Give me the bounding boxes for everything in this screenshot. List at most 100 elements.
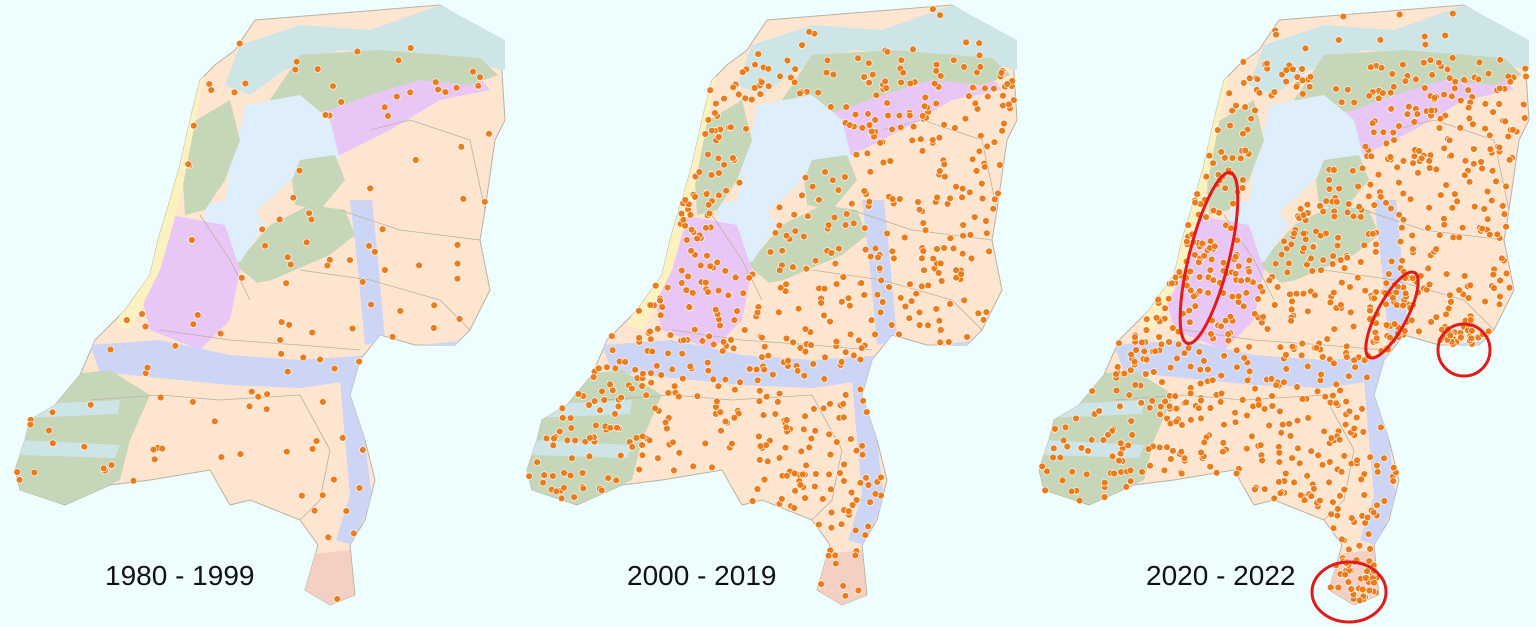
observation-dot: [1217, 389, 1226, 398]
observation-dot: [800, 425, 808, 433]
observation-dot: [1308, 267, 1316, 275]
observation-dot: [1522, 72, 1530, 81]
observation-dot: [190, 121, 198, 130]
observation-dot: [1206, 404, 1215, 412]
observation-dot: [668, 365, 677, 373]
observation-dot: [791, 65, 799, 73]
observation-dot: [1233, 346, 1241, 354]
observation-dot: [258, 225, 266, 234]
observation-dot: [1464, 86, 1472, 94]
observation-dot: [745, 274, 753, 282]
observation-dot: [1087, 436, 1096, 444]
observation-dot: [1354, 274, 1362, 282]
observation-dot: [774, 398, 782, 406]
observation-dot: [1259, 313, 1267, 321]
observation-dot: [879, 158, 888, 167]
wadden-sea: [737, 5, 1017, 95]
observation-dot: [1468, 327, 1476, 335]
noordoostpolder: [292, 155, 345, 210]
observation-dot: [705, 209, 714, 218]
observation-dot: [1350, 98, 1358, 107]
observation-dot: [1156, 410, 1164, 419]
observation-dot: [895, 111, 904, 120]
observation-dot: [1343, 342, 1351, 350]
observation-dot: [238, 274, 246, 282]
observation-dot: [263, 390, 271, 398]
observation-dot: [1239, 176, 1247, 184]
observation-dot: [1336, 386, 1344, 395]
observation-dot: [1505, 284, 1514, 292]
observation-dot: [284, 368, 292, 376]
observation-dot: [1390, 136, 1398, 144]
observation-dot: [157, 393, 165, 402]
observation-dot: [1298, 76, 1307, 85]
observation-dot: [1399, 301, 1407, 310]
observation-dot: [1480, 205, 1488, 213]
observation-dot: [1465, 114, 1474, 123]
observation-dot: [1282, 351, 1290, 359]
observation-dot: [711, 109, 719, 117]
observation-dot: [1198, 239, 1207, 248]
observation-dot: [804, 212, 812, 220]
observation-dot: [879, 298, 887, 306]
observation-dot: [1075, 496, 1084, 505]
observation-dot: [1059, 436, 1068, 445]
observation-dot: [1241, 146, 1250, 155]
observation-dot: [1351, 363, 1359, 371]
observation-dot: [1241, 103, 1249, 111]
observation-dot: [693, 234, 701, 243]
observation-dot: [856, 355, 865, 364]
observation-dot: [1343, 353, 1351, 361]
observation-dot: [860, 73, 868, 81]
map-panel-2020-2022: 2020 - 2022: [1024, 0, 1536, 627]
observation-dot: [1329, 498, 1337, 506]
observation-dot: [1142, 326, 1151, 334]
observation-dot: [686, 362, 695, 371]
observation-dot: [1442, 181, 1450, 189]
flevoland: [747, 205, 867, 285]
observation-dot: [149, 445, 158, 454]
observation-dot: [1282, 365, 1290, 373]
observation-dot: [756, 90, 765, 98]
observation-dot: [756, 456, 764, 464]
observation-dot: [1209, 276, 1218, 284]
observation-dot: [998, 127, 1006, 135]
observation-dot: [1314, 451, 1322, 460]
observation-dot: [1340, 264, 1349, 272]
observation-dot: [714, 382, 723, 390]
observation-dot: [1393, 163, 1401, 172]
observation-dot: [782, 334, 791, 343]
observation-dot: [1231, 270, 1240, 278]
observation-dot: [872, 91, 880, 99]
observation-dot: [1126, 477, 1135, 485]
observation-dot: [1127, 417, 1135, 425]
observation-dot: [1451, 190, 1459, 198]
observation-dot: [430, 301, 438, 309]
observation-dot: [558, 404, 567, 412]
observation-dot: [775, 308, 783, 316]
observation-dot: [1247, 114, 1255, 123]
observation-dot: [1299, 290, 1308, 298]
observation-dot: [1253, 75, 1262, 83]
observation-dot: [384, 112, 392, 120]
observation-dot: [1426, 56, 1435, 64]
observation-dot: [1287, 305, 1296, 314]
observation-dot: [1332, 380, 1340, 389]
observation-dot: [1131, 381, 1140, 389]
observation-dot: [1312, 227, 1320, 236]
observation-dot: [651, 404, 659, 412]
observation-dot: [811, 482, 819, 491]
observation-dot: [733, 307, 741, 315]
observation-dot: [826, 450, 835, 459]
observation-dot: [1255, 401, 1263, 409]
observation-dot: [1456, 124, 1464, 132]
observation-dot: [589, 373, 598, 381]
observation-dot: [1261, 485, 1269, 493]
observation-dot: [1447, 298, 1455, 306]
observation-dot: [1426, 164, 1434, 172]
observation-dot: [1245, 256, 1254, 265]
observation-dot: [1208, 255, 1216, 264]
observation-dot: [962, 38, 970, 47]
observation-dot: [1377, 193, 1385, 201]
observation-dot: [1191, 251, 1199, 259]
